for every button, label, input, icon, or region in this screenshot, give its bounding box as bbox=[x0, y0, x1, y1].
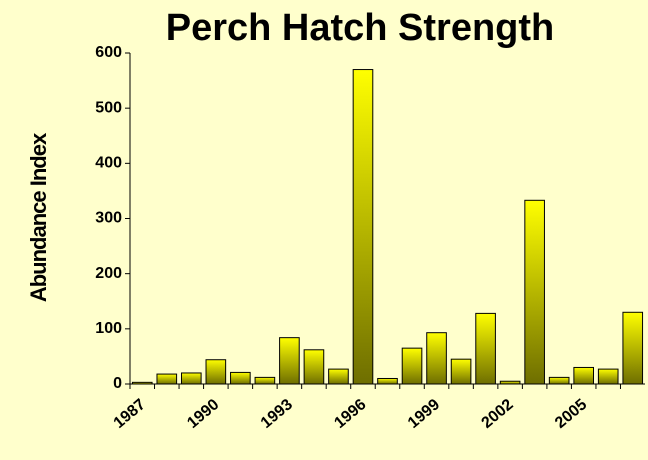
bar bbox=[499, 380, 521, 385]
bar bbox=[156, 373, 178, 385]
y-tick-label: 400 bbox=[95, 155, 122, 172]
bar bbox=[352, 69, 374, 385]
bar bbox=[328, 368, 349, 385]
y-tick-label: 500 bbox=[95, 99, 122, 116]
bar bbox=[597, 368, 619, 385]
bar bbox=[548, 376, 570, 385]
bar bbox=[377, 377, 398, 385]
bar bbox=[475, 312, 496, 385]
bar bbox=[230, 371, 251, 385]
bar bbox=[279, 337, 300, 385]
bar bbox=[450, 358, 472, 385]
bar bbox=[131, 381, 153, 385]
bar bbox=[181, 372, 202, 385]
y-axis-label: Abundance Index bbox=[26, 132, 51, 302]
y-tick-label: 300 bbox=[95, 210, 122, 227]
y-tick-label: 100 bbox=[95, 320, 122, 337]
chart-title: Perch Hatch Strength bbox=[166, 7, 555, 49]
bar bbox=[426, 332, 447, 385]
bar bbox=[573, 366, 595, 385]
y-tick-label: 200 bbox=[95, 265, 122, 282]
bar bbox=[205, 359, 227, 385]
bar bbox=[401, 347, 423, 385]
bar bbox=[524, 199, 545, 385]
bar bbox=[254, 376, 276, 385]
bar bbox=[303, 349, 325, 385]
bar bbox=[622, 311, 644, 385]
y-tick-label: 600 bbox=[95, 44, 122, 61]
y-tick-label: 0 bbox=[113, 375, 122, 392]
